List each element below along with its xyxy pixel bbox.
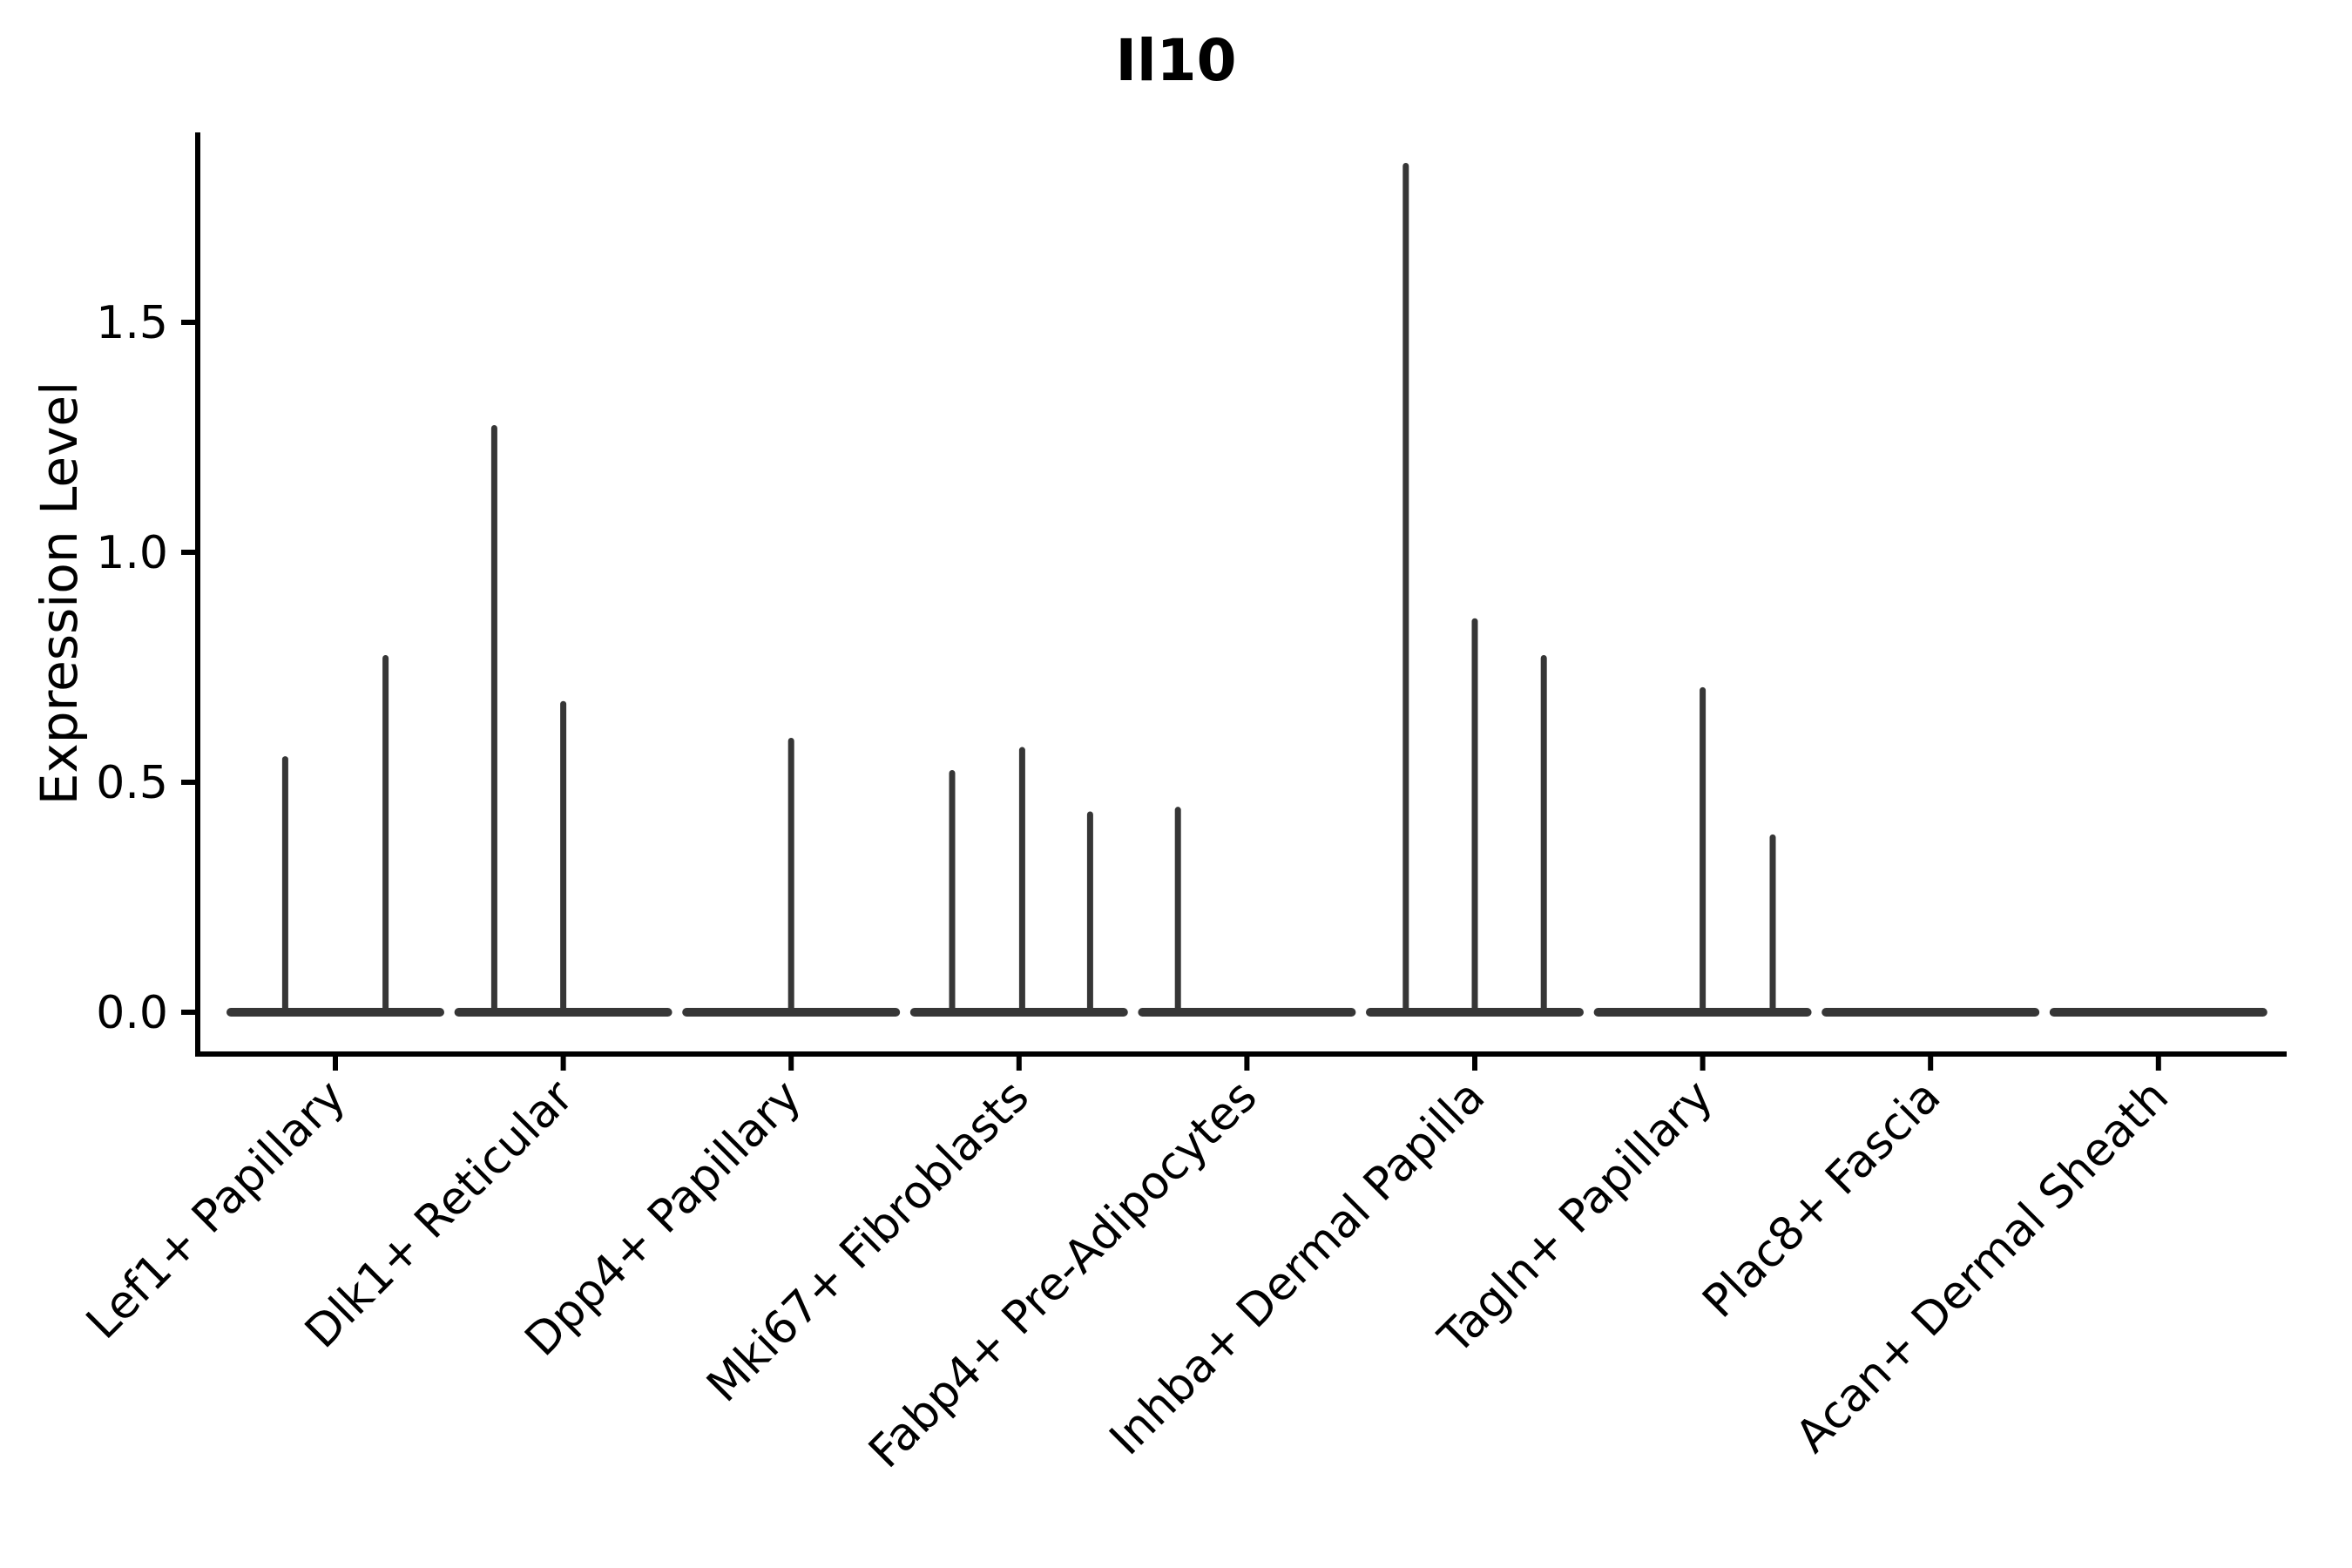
violins-layer: [226, 162, 2268, 1017]
y-tick-label: 1.0: [96, 527, 168, 579]
y-tick-label: 0.0: [96, 987, 168, 1039]
violin-1: [226, 654, 444, 1017]
x-tick-label: Inhba+ Dermal Papilla: [1100, 1071, 1495, 1465]
violin-4: [909, 747, 1128, 1017]
violin-5: [1138, 807, 1356, 1017]
y-axis-label: Expression Level: [30, 382, 89, 805]
violin-6: [1366, 162, 1584, 1017]
violin-3: [682, 737, 901, 1017]
y-tick-label: 1.5: [96, 297, 168, 349]
violin-7: [1593, 686, 1812, 1017]
violin-2: [454, 424, 672, 1017]
x-tick-label: Plac8+ Fascia: [1693, 1071, 1951, 1328]
y-tick-label: 0.5: [96, 757, 168, 809]
x-tick-label: Fabp4+ Pre-Adipocytes: [859, 1071, 1267, 1478]
chart-title: Il10: [1115, 27, 1236, 94]
x-tick-label: Acan+ Dermal Sheath: [1786, 1071, 2179, 1463]
